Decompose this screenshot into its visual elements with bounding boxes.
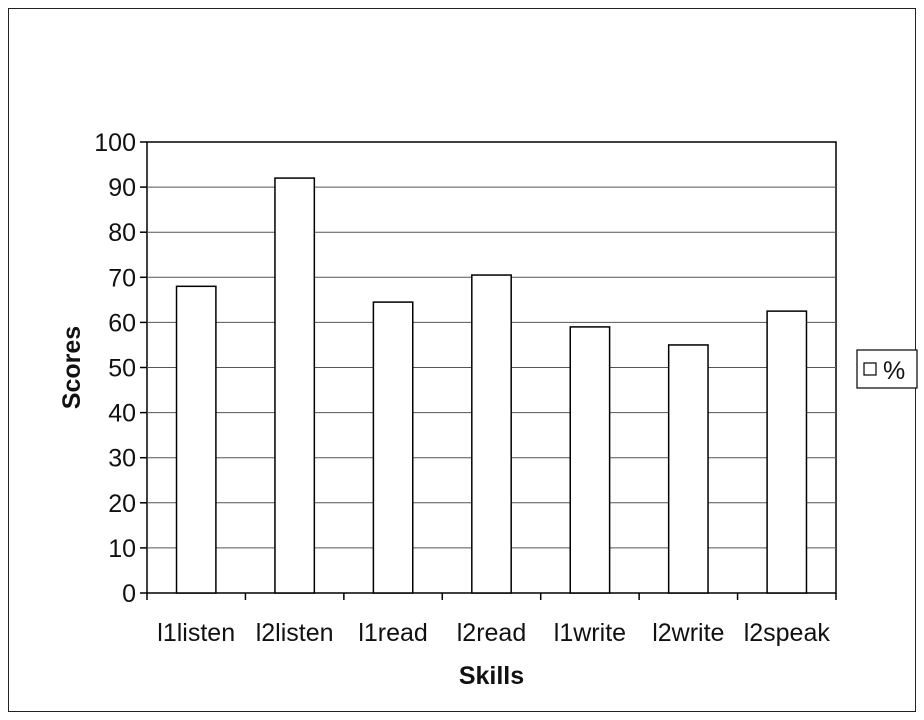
legend-swatch <box>863 362 877 376</box>
bar-l1listen <box>175 285 217 594</box>
y-tick-label: 10 <box>108 535 136 563</box>
y-tick-label: 30 <box>108 445 136 473</box>
y-tick-label: 80 <box>108 219 136 247</box>
y-axis-title: Scores <box>58 326 86 409</box>
y-tick-label: 0 <box>122 580 136 608</box>
y-axis-ticks: 0 10 20 30 40 50 60 70 80 90 100 <box>94 129 147 608</box>
x-axis-ticks: l1listen l2listen l1read l2read l1write l2wri… <box>146 593 837 647</box>
y-tick-label: 70 <box>108 264 136 292</box>
y-tick-label: 20 <box>108 490 136 518</box>
y-tick-label: 60 <box>108 309 136 337</box>
legend-label: % <box>883 357 905 385</box>
bar-l1write <box>569 326 611 594</box>
x-tick-label: l2write <box>652 619 724 647</box>
legend: % <box>856 349 918 389</box>
bar-l2speak <box>766 310 808 594</box>
y-tick-label: 40 <box>108 400 136 428</box>
bar-l2write <box>667 344 709 594</box>
x-tick-label: l2listen <box>256 619 334 647</box>
x-tick-label: l2speak <box>744 619 831 647</box>
y-tick-label: 100 <box>94 129 136 157</box>
x-axis-title: Skills <box>459 662 524 690</box>
y-tick-label: 50 <box>108 355 136 383</box>
y-tick-label: 90 <box>108 174 136 202</box>
legend-box <box>856 349 918 389</box>
x-tick-label: l1read <box>358 619 428 647</box>
x-tick-label: l2read <box>457 619 527 647</box>
x-tick-label: l1listen <box>157 619 235 647</box>
bar-l2listen <box>274 177 316 594</box>
x-tick-label: l1write <box>554 619 626 647</box>
bars <box>175 177 808 594</box>
bar-l1read <box>372 301 414 594</box>
bar-l2read <box>471 274 512 594</box>
